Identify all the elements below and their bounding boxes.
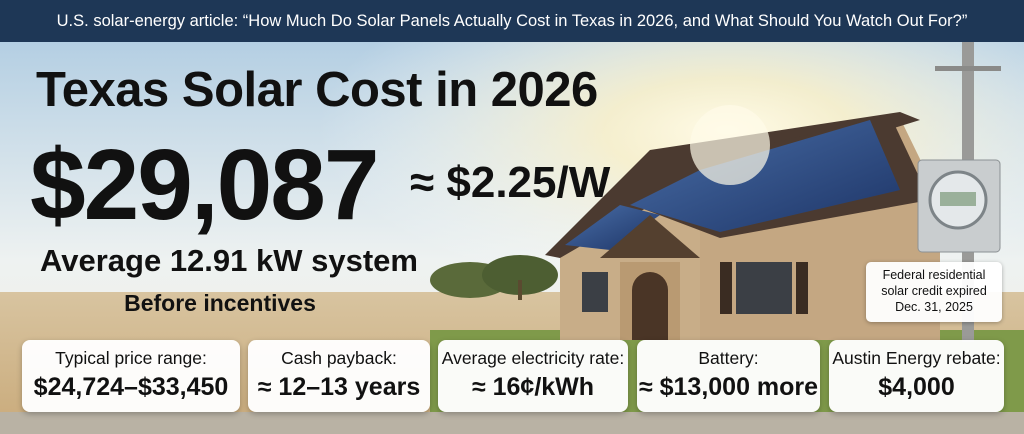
stat-card: Battery: ≈ $13,000 more [637, 340, 820, 412]
card-value: $24,724–$33,450 [33, 373, 229, 401]
card-value: ≈ 12–13 years [257, 373, 421, 401]
card-value: ≈ $13,000 more [638, 373, 819, 401]
title: Texas Solar Cost in 2026 [36, 63, 598, 117]
card-label: Average electricity rate: [441, 348, 625, 368]
stat-card: Average electricity rate: ≈ 16¢/kWh [438, 340, 628, 412]
card-value: ≈ 16¢/kWh [471, 373, 595, 401]
system-size: Average 12.91 kW system [40, 243, 418, 278]
header-bar: U.S. solar-energy article: “How Much Do … [0, 0, 1024, 42]
stat-card: Typical price range: $24,724–$33,450 [22, 340, 240, 412]
stat-card: Cash payback: ≈ 12–13 years [248, 340, 430, 412]
card-label: Cash payback: [281, 348, 397, 368]
card-label: Battery: [698, 348, 759, 368]
per-watt: ≈ $2.25/W [410, 158, 611, 207]
note: Before incentives [124, 290, 316, 316]
card-value: $4,000 [878, 373, 955, 401]
callout: Federal residential solar credit expired… [866, 262, 1002, 322]
stat-card: Austin Energy rebate: $4,000 [829, 340, 1004, 412]
card-label: Typical price range: [55, 348, 207, 368]
card-label: Austin Energy rebate: [832, 348, 1001, 368]
price: $29,087 [30, 129, 379, 241]
